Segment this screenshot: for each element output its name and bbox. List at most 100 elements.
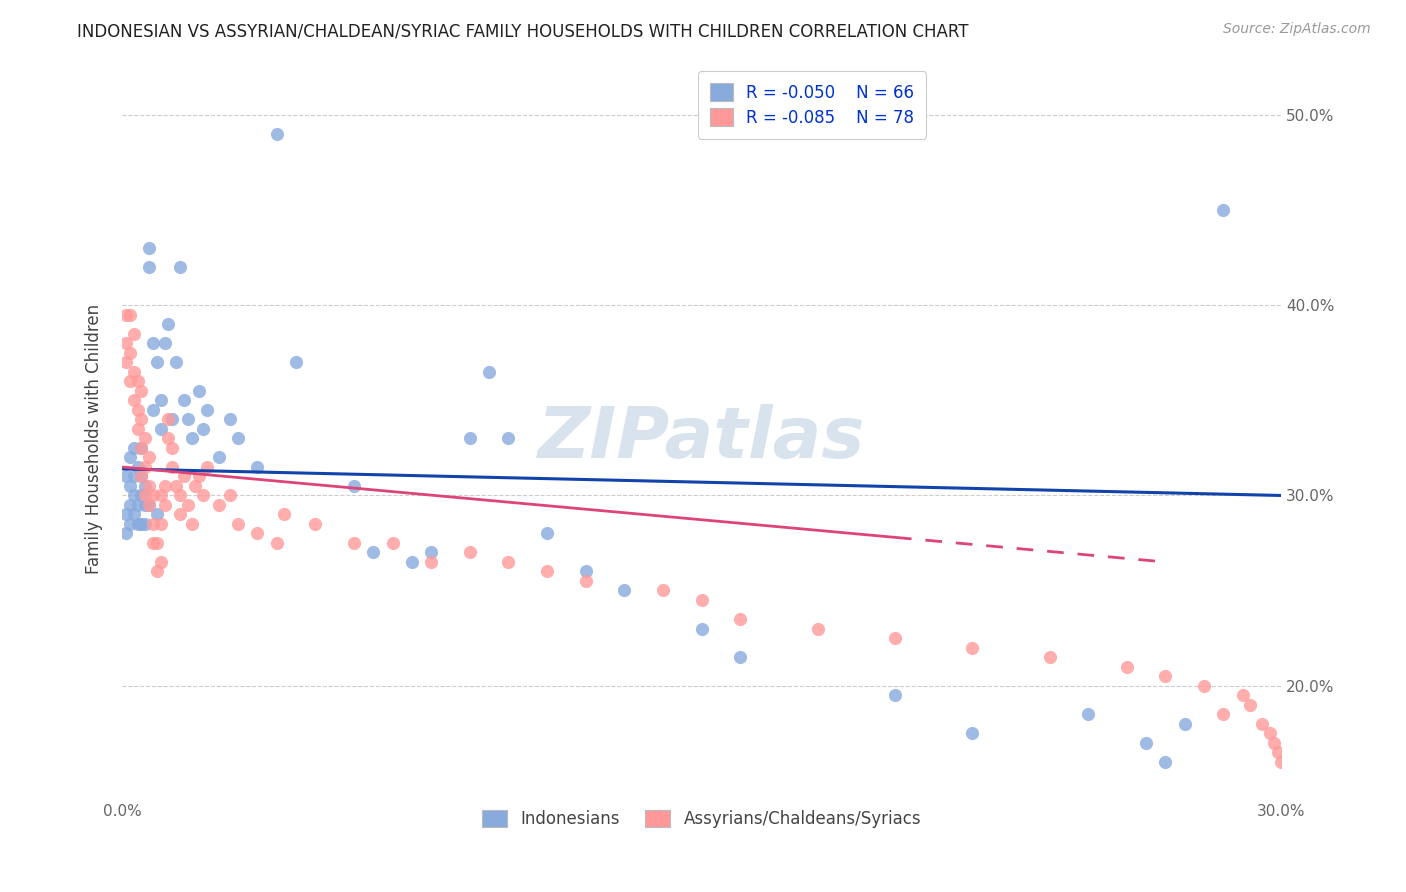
Point bbox=[807, 622, 830, 636]
Point bbox=[343, 479, 366, 493]
Point bbox=[536, 526, 558, 541]
Point bbox=[1135, 735, 1157, 749]
Point bbox=[122, 393, 145, 408]
Point bbox=[131, 488, 153, 502]
Text: INDONESIAN VS ASSYRIAN/CHALDEAN/SYRIAC FAMILY HOUSEHOLDS WITH CHILDREN CORRELATI: INDONESIAN VS ASSYRIAN/CHALDEAN/SYRIAC F… bbox=[77, 22, 969, 40]
Point bbox=[149, 393, 172, 408]
Point bbox=[219, 488, 242, 502]
Point bbox=[1232, 688, 1254, 702]
Point bbox=[177, 498, 200, 512]
Point bbox=[195, 403, 218, 417]
Point bbox=[1212, 203, 1234, 218]
Point bbox=[115, 336, 138, 351]
Point bbox=[134, 498, 156, 512]
Point bbox=[138, 498, 160, 512]
Point bbox=[149, 516, 172, 531]
Point bbox=[138, 242, 160, 256]
Point bbox=[498, 432, 520, 446]
Point bbox=[195, 460, 218, 475]
Point bbox=[127, 516, 149, 531]
Point bbox=[131, 469, 153, 483]
Point bbox=[284, 355, 307, 369]
Point bbox=[127, 422, 149, 436]
Point bbox=[131, 384, 153, 398]
Point bbox=[690, 593, 713, 607]
Point bbox=[1258, 726, 1281, 740]
Point bbox=[458, 545, 481, 559]
Point bbox=[149, 555, 172, 569]
Point bbox=[173, 469, 195, 483]
Point bbox=[169, 488, 191, 502]
Point bbox=[146, 565, 169, 579]
Point bbox=[169, 508, 191, 522]
Point bbox=[1174, 716, 1197, 731]
Point bbox=[613, 583, 636, 598]
Point bbox=[127, 403, 149, 417]
Point bbox=[1263, 735, 1285, 749]
Point bbox=[226, 516, 249, 531]
Point bbox=[127, 498, 149, 512]
Point bbox=[138, 498, 160, 512]
Point bbox=[142, 536, 165, 550]
Point bbox=[180, 432, 202, 446]
Point bbox=[134, 516, 156, 531]
Point bbox=[142, 488, 165, 502]
Point bbox=[153, 336, 176, 351]
Point bbox=[122, 365, 145, 379]
Point bbox=[226, 432, 249, 446]
Point bbox=[153, 498, 176, 512]
Point bbox=[884, 688, 907, 702]
Point bbox=[142, 403, 165, 417]
Point bbox=[1038, 650, 1060, 665]
Point bbox=[177, 412, 200, 426]
Point bbox=[1212, 706, 1234, 721]
Legend: Indonesians, Assyrians/Chaldeans/Syriacs: Indonesians, Assyrians/Chaldeans/Syriacs bbox=[475, 803, 928, 835]
Point bbox=[1270, 755, 1292, 769]
Point bbox=[115, 308, 138, 322]
Point bbox=[188, 469, 211, 483]
Point bbox=[730, 650, 752, 665]
Point bbox=[208, 450, 231, 465]
Point bbox=[122, 508, 145, 522]
Point bbox=[575, 565, 598, 579]
Point bbox=[115, 469, 138, 483]
Point bbox=[1267, 745, 1289, 759]
Point bbox=[169, 260, 191, 275]
Point bbox=[138, 260, 160, 275]
Point bbox=[575, 574, 598, 588]
Point bbox=[115, 508, 138, 522]
Point bbox=[118, 308, 141, 322]
Point bbox=[1192, 679, 1215, 693]
Point bbox=[115, 526, 138, 541]
Point bbox=[193, 422, 215, 436]
Point bbox=[246, 460, 269, 475]
Point bbox=[149, 422, 172, 436]
Point bbox=[1077, 706, 1099, 721]
Point bbox=[157, 318, 180, 332]
Point bbox=[1154, 669, 1177, 683]
Point bbox=[478, 365, 501, 379]
Point bbox=[134, 432, 156, 446]
Point bbox=[730, 612, 752, 626]
Y-axis label: Family Households with Children: Family Households with Children bbox=[86, 303, 103, 574]
Point bbox=[184, 479, 207, 493]
Point bbox=[173, 393, 195, 408]
Point bbox=[115, 355, 138, 369]
Point bbox=[118, 516, 141, 531]
Point bbox=[162, 460, 184, 475]
Point bbox=[652, 583, 675, 598]
Point bbox=[127, 460, 149, 475]
Point bbox=[960, 640, 983, 655]
Point bbox=[131, 412, 153, 426]
Point bbox=[138, 450, 160, 465]
Point bbox=[343, 536, 366, 550]
Point bbox=[304, 516, 326, 531]
Point bbox=[122, 469, 145, 483]
Point bbox=[193, 488, 215, 502]
Point bbox=[498, 555, 520, 569]
Point bbox=[884, 631, 907, 645]
Point bbox=[131, 516, 153, 531]
Point bbox=[458, 432, 481, 446]
Point bbox=[266, 128, 288, 142]
Point bbox=[208, 498, 231, 512]
